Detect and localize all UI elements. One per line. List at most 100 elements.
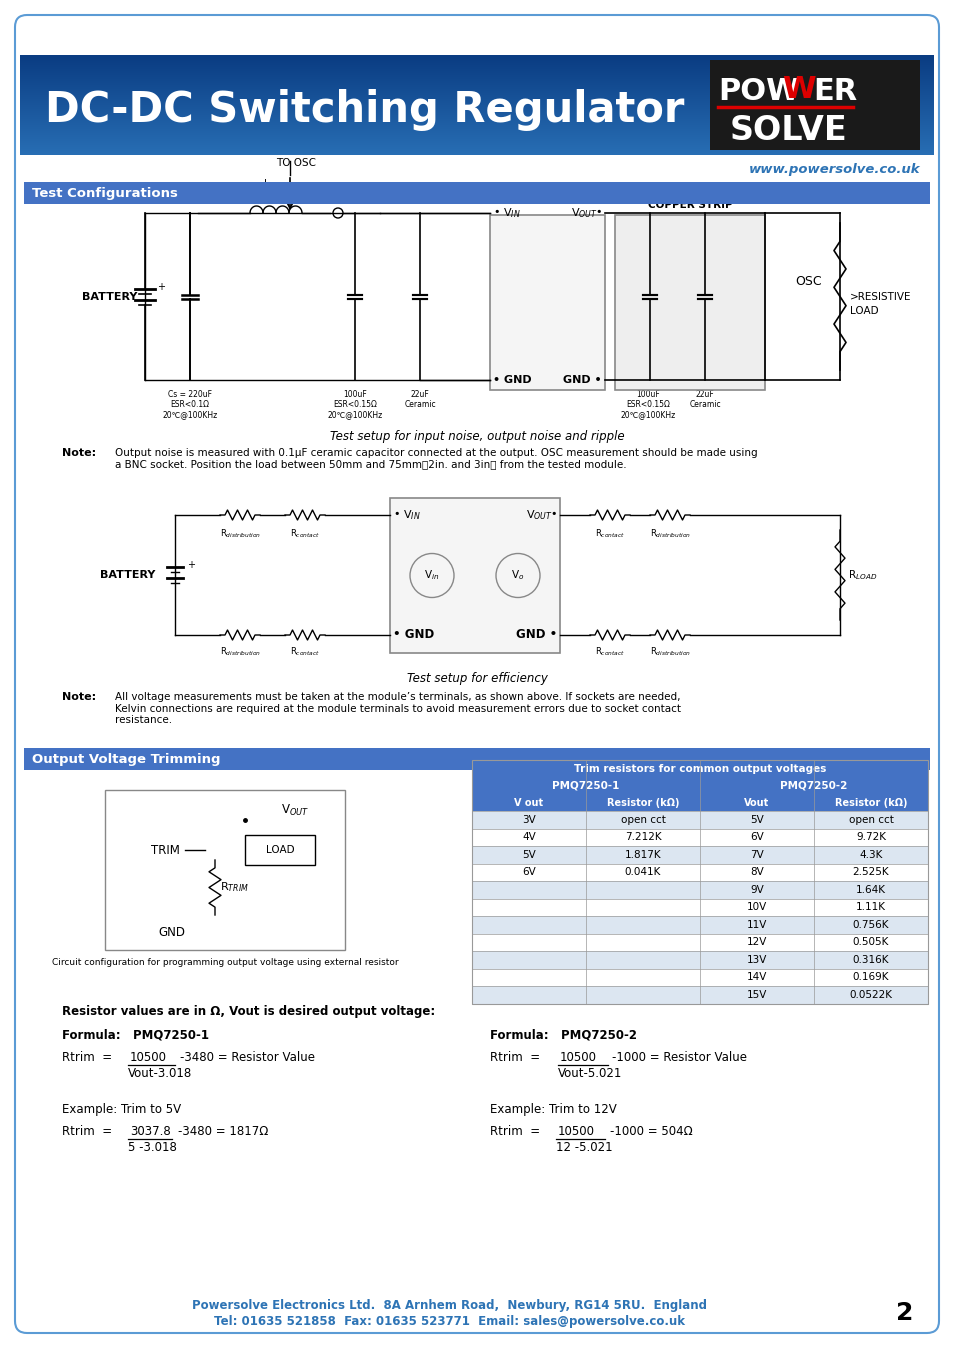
Text: LOAD: LOAD bbox=[849, 305, 878, 316]
Text: ESR<0.15Ω: ESR<0.15Ω bbox=[625, 400, 669, 409]
Text: Test Configurations: Test Configurations bbox=[32, 186, 177, 200]
Text: R$_{TRIM}$: R$_{TRIM}$ bbox=[220, 880, 249, 894]
Text: 7V: 7V bbox=[749, 849, 763, 860]
Bar bbox=[472, 794, 927, 811]
Text: 7.212K: 7.212K bbox=[624, 832, 660, 842]
Text: SOLVE: SOLVE bbox=[729, 113, 847, 147]
Text: Test setup for efficiency: Test setup for efficiency bbox=[406, 672, 547, 684]
Text: 14V: 14V bbox=[746, 972, 766, 983]
Bar bbox=[700, 778, 927, 794]
Text: R$_{distribution}$: R$_{distribution}$ bbox=[649, 645, 690, 657]
Text: Resistor (kΩ): Resistor (kΩ) bbox=[834, 798, 906, 807]
Text: 10500: 10500 bbox=[559, 1052, 597, 1064]
Text: Ceramic: Ceramic bbox=[404, 400, 436, 409]
Text: 5V: 5V bbox=[749, 815, 763, 825]
Text: Ceramic: Ceramic bbox=[688, 400, 720, 409]
Text: www.powersolve.co.uk: www.powersolve.co.uk bbox=[747, 163, 919, 177]
Text: • V$_{IN}$: • V$_{IN}$ bbox=[493, 207, 520, 220]
Bar bbox=[472, 986, 927, 1003]
Bar bbox=[24, 182, 929, 204]
Text: 6V: 6V bbox=[521, 867, 536, 878]
Text: 500nH: 500nH bbox=[261, 194, 289, 202]
Text: 3037.8: 3037.8 bbox=[130, 1125, 171, 1138]
Text: V$_{OUT}$•: V$_{OUT}$• bbox=[525, 508, 557, 522]
Text: 2: 2 bbox=[896, 1301, 913, 1324]
Bar bbox=[472, 760, 927, 778]
Text: Formula:   PMQ7250-1: Formula: PMQ7250-1 bbox=[62, 1029, 209, 1042]
Text: ER: ER bbox=[812, 77, 857, 107]
Bar bbox=[390, 498, 559, 653]
Text: +: + bbox=[187, 560, 194, 570]
Text: Example: Trim to 12V: Example: Trim to 12V bbox=[490, 1103, 616, 1116]
Text: Resistor (kΩ): Resistor (kΩ) bbox=[606, 798, 679, 807]
Text: 0.041K: 0.041K bbox=[624, 867, 660, 878]
Text: Note:: Note: bbox=[62, 448, 96, 458]
Text: V$_{OUT}$•: V$_{OUT}$• bbox=[570, 207, 601, 220]
Text: 4.3K: 4.3K bbox=[859, 849, 882, 860]
Text: 9V: 9V bbox=[749, 884, 763, 895]
Text: GND •: GND • bbox=[563, 375, 601, 385]
Text: 100uF: 100uF bbox=[636, 390, 659, 400]
Text: Tel: 01635 521858  Fax: 01635 523771  Email: sales@powersolve.co.uk: Tel: 01635 521858 Fax: 01635 523771 Emai… bbox=[214, 1315, 685, 1328]
Text: W: W bbox=[781, 76, 815, 104]
Bar bbox=[105, 790, 345, 950]
Bar bbox=[472, 811, 927, 829]
Bar bbox=[472, 882, 927, 899]
Text: 0.316K: 0.316K bbox=[852, 954, 888, 965]
Text: >RESISTIVE: >RESISTIVE bbox=[849, 292, 910, 301]
Text: -3480 = Resistor Value: -3480 = Resistor Value bbox=[180, 1052, 314, 1064]
Text: 100uF: 100uF bbox=[343, 390, 367, 400]
Text: 6V: 6V bbox=[749, 832, 763, 842]
Text: 20℃@100KHz: 20℃@100KHz bbox=[162, 410, 217, 418]
Text: R$_{contact}$: R$_{contact}$ bbox=[290, 528, 319, 540]
Text: R$_{distribution}$: R$_{distribution}$ bbox=[219, 528, 260, 540]
Bar bbox=[490, 215, 604, 390]
Text: ESR<0.1Ω: ESR<0.1Ω bbox=[171, 400, 210, 409]
Text: DC-DC Switching Regulator: DC-DC Switching Regulator bbox=[45, 89, 683, 131]
Text: R$_{contact}$: R$_{contact}$ bbox=[595, 645, 624, 657]
Text: 0.756K: 0.756K bbox=[852, 919, 888, 930]
Bar bbox=[472, 968, 927, 986]
Text: +: + bbox=[157, 282, 165, 292]
Bar bbox=[472, 760, 927, 1003]
Bar bbox=[472, 829, 927, 846]
Text: open cct: open cct bbox=[847, 815, 893, 825]
Text: POW: POW bbox=[718, 77, 799, 107]
Text: L$_{TEST}$: L$_{TEST}$ bbox=[262, 177, 287, 190]
Text: Formula:   PMQ7250-2: Formula: PMQ7250-2 bbox=[490, 1029, 637, 1042]
Bar bbox=[709, 59, 919, 150]
Text: Note:: Note: bbox=[62, 693, 96, 702]
Text: 8V: 8V bbox=[749, 867, 763, 878]
Text: 5V: 5V bbox=[521, 849, 536, 860]
Text: -1000 = 504Ω: -1000 = 504Ω bbox=[609, 1125, 692, 1138]
Text: 20℃@100KHz: 20℃@100KHz bbox=[619, 410, 675, 418]
Text: 12 -5.021: 12 -5.021 bbox=[556, 1141, 612, 1154]
Text: All voltage measurements must be taken at the module’s terminals, as shown above: All voltage measurements must be taken a… bbox=[115, 693, 680, 725]
Text: 4V: 4V bbox=[521, 832, 536, 842]
Text: 0.0522K: 0.0522K bbox=[848, 990, 892, 1000]
Text: Trim resistors for common output voltages: Trim resistors for common output voltage… bbox=[573, 764, 825, 774]
Text: TO OSC: TO OSC bbox=[275, 158, 315, 167]
Bar bbox=[472, 917, 927, 933]
Text: V$_{OUT}$: V$_{OUT}$ bbox=[280, 802, 309, 818]
Text: 2.525K: 2.525K bbox=[852, 867, 888, 878]
Text: • GND: • GND bbox=[393, 629, 434, 641]
Text: 12V: 12V bbox=[746, 937, 766, 948]
Text: GND •: GND • bbox=[516, 629, 557, 641]
Text: 1.11K: 1.11K bbox=[855, 902, 885, 913]
Text: 22uF: 22uF bbox=[695, 390, 714, 400]
Text: Example: Trim to 5V: Example: Trim to 5V bbox=[62, 1103, 181, 1116]
Text: 10V: 10V bbox=[746, 902, 766, 913]
Text: 1.64K: 1.64K bbox=[855, 884, 885, 895]
Bar bbox=[472, 778, 700, 794]
Text: R$_{contact}$: R$_{contact}$ bbox=[595, 528, 624, 540]
Text: R$_{distribution}$: R$_{distribution}$ bbox=[219, 645, 260, 657]
Bar bbox=[615, 215, 764, 390]
Text: 22uF: 22uF bbox=[410, 390, 429, 400]
Text: 20℃@100KHz: 20℃@100KHz bbox=[327, 410, 382, 418]
Text: 11V: 11V bbox=[746, 919, 766, 930]
Text: -3480 = 1817Ω: -3480 = 1817Ω bbox=[178, 1125, 268, 1138]
Text: Vout: Vout bbox=[743, 798, 769, 807]
Text: COPPER STRIP: COPPER STRIP bbox=[647, 200, 732, 211]
Text: Output noise is measured with 0.1μF ceramic capacitor connected at the output. O: Output noise is measured with 0.1μF cera… bbox=[115, 448, 757, 470]
